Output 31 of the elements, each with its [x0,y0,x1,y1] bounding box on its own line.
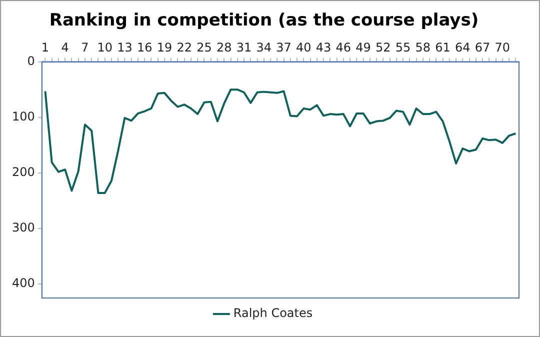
y-tick-label: 400 [12,276,35,290]
x-tick-label: 64 [455,40,470,55]
y-tick-label: 0 [27,54,35,68]
x-tick-label: 61 [435,40,450,55]
x-tick-label: 10 [97,40,112,55]
x-tick-label: 46 [336,40,352,55]
x-tick-label: 49 [356,40,371,55]
x-tick-label: 19 [156,40,172,55]
legend-label: Ralph Coates [233,306,313,320]
x-tick-label: 40 [296,40,312,55]
y-tick-label: 300 [12,220,35,235]
x-tick-label: 1 [41,40,50,55]
y-tick-label: 100 [12,110,35,124]
x-tick-label: 52 [376,40,391,55]
y-tick-label: 200 [12,165,35,180]
x-tick-label: 70 [494,40,510,55]
chart-title: Ranking in competition (as the course plays) [49,10,479,31]
x-tick-label: 67 [474,40,490,55]
x-tick-label: 58 [415,40,431,55]
x-tick-label: 34 [256,40,272,55]
x-tick-label: 28 [216,40,232,55]
x-tick-label: 22 [176,40,192,55]
x-tick-label: 7 [81,40,89,55]
x-tick-label: 43 [316,40,332,55]
x-tick-label: 13 [117,40,132,55]
x-tick-label: 31 [236,40,252,55]
x-tick-label: 16 [136,40,152,55]
x-tick-label: 55 [395,40,411,55]
x-tick-label: 25 [196,40,212,55]
x-tick-label: 4 [61,40,69,55]
x-tick-label: 37 [276,40,292,55]
